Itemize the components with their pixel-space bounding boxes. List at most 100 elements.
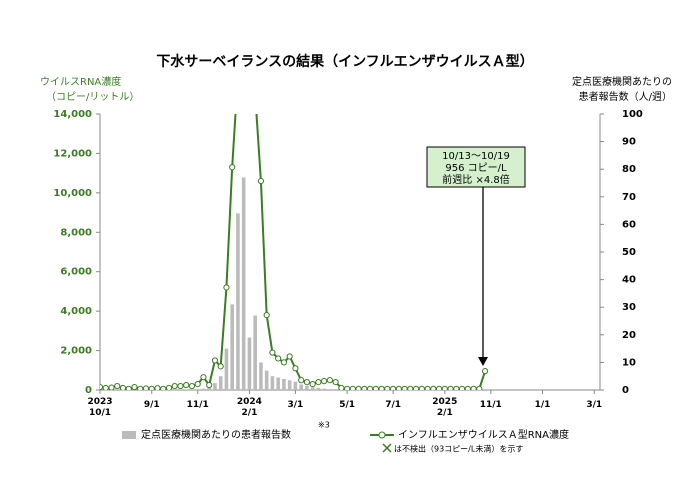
bar (316, 387, 321, 390)
line-marker (453, 385, 460, 390)
line-marker (257, 177, 265, 185)
line-marker (125, 385, 132, 390)
x-tick-label: 3/1 (287, 400, 303, 410)
bar (282, 378, 286, 390)
line-marker (131, 383, 138, 390)
line-marker (298, 377, 305, 384)
x-tick-label: 3/1 (586, 400, 602, 410)
line-marker (407, 385, 414, 390)
line-marker (183, 381, 190, 389)
line-marker (137, 385, 144, 390)
line-marker (321, 378, 328, 385)
line-marker (100, 383, 104, 390)
bar (207, 387, 211, 390)
line-marker (361, 385, 368, 390)
line-marker (390, 385, 397, 390)
line-marker (401, 385, 408, 390)
annotation-text: 前週比 ×4.8倍 (442, 173, 509, 186)
legend-marker (378, 431, 386, 439)
line-marker (269, 349, 276, 356)
x-tick-label: 7/1 (385, 400, 401, 410)
y2-tick-label: 90 (622, 137, 636, 148)
bar (236, 213, 240, 390)
y2-tick-label: 50 (622, 247, 636, 258)
line-marker (412, 385, 420, 390)
line-marker (430, 385, 437, 390)
bar (310, 387, 315, 390)
x-tick-label: 9/1 (144, 400, 160, 410)
y-tick-label: 8,000 (60, 227, 92, 238)
x-tick-label: 11/1 (187, 400, 209, 410)
line-marker (102, 384, 109, 390)
line-marker (355, 385, 362, 390)
line-marker (367, 385, 374, 390)
bar (201, 388, 206, 390)
line-marker (292, 365, 299, 372)
line-marker (217, 363, 224, 370)
line-marker (223, 284, 230, 291)
line-marker (171, 382, 178, 390)
y2-tick-label: 40 (622, 275, 636, 286)
x-tick-label: 1/1 (535, 400, 551, 410)
line-marker (247, 33, 252, 38)
line-marker (309, 380, 316, 388)
line-marker (344, 385, 351, 390)
line-marker (211, 357, 219, 364)
y-tick-label: 10,000 (53, 188, 92, 199)
line-marker (458, 385, 466, 390)
line-marker (241, 13, 246, 18)
line-marker (481, 368, 489, 375)
x-tick-label: 11/1 (480, 400, 502, 410)
bar (241, 177, 246, 390)
line-marker (275, 355, 282, 362)
line-marker (119, 384, 127, 390)
arrow-head (478, 357, 488, 366)
legend-label: 定点医療機関あたりの患者報告数 (141, 428, 291, 441)
annotation-text: 10/13〜10/19 (442, 151, 510, 162)
line-marker (206, 381, 213, 389)
line-marker (229, 164, 236, 171)
y2-tick-label: 60 (622, 219, 636, 230)
y2-tick-label: 20 (622, 330, 636, 341)
bar (287, 380, 292, 390)
bar (247, 337, 252, 390)
line-marker (338, 384, 345, 390)
y-tick-label: 14,000 (53, 109, 92, 120)
bar (224, 348, 229, 390)
line (100, 114, 487, 390)
nd-icon (382, 443, 392, 453)
line-marker (315, 379, 322, 386)
bar (253, 315, 257, 390)
line-marker (235, 72, 240, 77)
line-marker (263, 311, 270, 319)
y-tick-label: 2,000 (60, 346, 92, 357)
line-marker (188, 382, 196, 390)
y-axis-label: ウイルスRNA濃度 (40, 75, 121, 88)
bar (328, 389, 332, 390)
line-marker (200, 374, 207, 381)
y-tick-label: 12,000 (53, 148, 92, 159)
annotation-text: 956 コピー/L (445, 162, 507, 174)
line-marker (435, 385, 443, 390)
line-marker (349, 385, 356, 390)
line-marker (177, 382, 184, 390)
line-marker (470, 385, 477, 390)
line-marker (372, 385, 379, 390)
line-marker (280, 359, 288, 366)
line-marker (424, 385, 431, 390)
line-marker (148, 385, 155, 390)
bar (299, 384, 303, 390)
bar (264, 370, 269, 390)
line-marker (154, 385, 161, 390)
line-marker (286, 353, 293, 360)
bar (276, 377, 280, 390)
y2-tick-label: 100 (622, 109, 643, 120)
line-marker (165, 384, 173, 390)
line-marker (384, 385, 391, 390)
bar (230, 304, 234, 390)
y2-axis-label: 患者報告数（人/週） (579, 90, 672, 103)
line-marker (303, 379, 310, 386)
footnote-mark: ※3 (318, 421, 330, 430)
y2-tick-label: 80 (622, 164, 636, 175)
y2-axis-label: 定点医療機関あたりの (572, 75, 672, 88)
